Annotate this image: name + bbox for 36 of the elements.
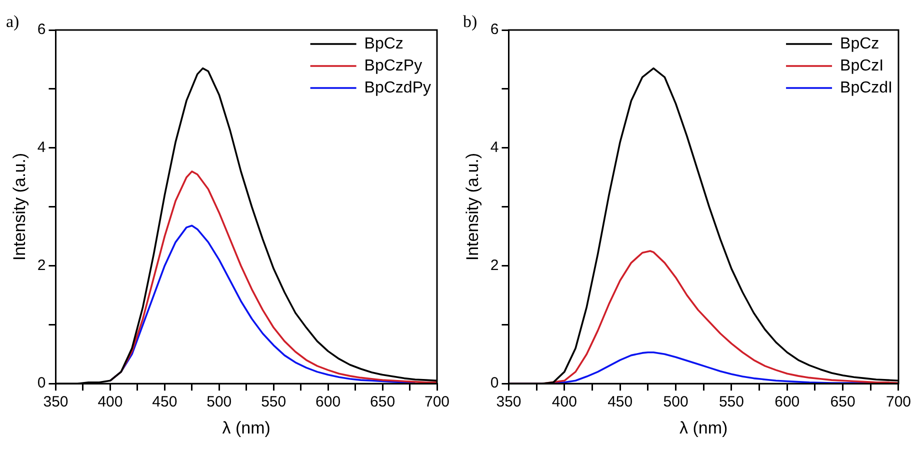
y-tick-label: 0 — [37, 374, 46, 392]
x-tick-label: 600 — [316, 394, 341, 411]
x-axis-title: λ (nm) — [222, 418, 270, 438]
y-tick-label: 6 — [37, 21, 46, 38]
x-tick-label: 700 — [886, 394, 911, 411]
y-tick-label: 2 — [490, 256, 499, 274]
x-tick-label: 500 — [663, 394, 688, 411]
y-axis-title: Intensity (a.u.) — [462, 152, 482, 261]
y-tick-label: 2 — [37, 256, 46, 274]
y-tick-label: 4 — [37, 139, 46, 156]
chart-title: a) — [6, 12, 20, 31]
x-tick-label: 550 — [261, 394, 286, 411]
y-tick-label: 0 — [490, 374, 499, 392]
x-tick-label: 550 — [718, 394, 744, 411]
x-tick-label: 400 — [552, 394, 577, 411]
y-tick-label: 4 — [490, 139, 499, 156]
x-tick-label: 600 — [774, 394, 800, 411]
legend-label: BpCzPy — [364, 57, 422, 74]
x-tick-label: 650 — [370, 394, 396, 411]
x-tick-label: 450 — [608, 394, 633, 411]
x-tick-label: 700 — [424, 394, 450, 411]
x-tick-label: 500 — [206, 394, 232, 411]
x-tick-label: 350 — [43, 394, 68, 411]
legend-label: BpCz — [840, 35, 880, 52]
x-tick-label: 400 — [98, 394, 123, 411]
legend-label: BpCzI — [840, 57, 884, 74]
legend-label: BpCz — [364, 35, 404, 52]
x-tick-label: 650 — [830, 394, 856, 411]
chart-title: b) — [463, 12, 478, 31]
y-tick-label: 6 — [490, 21, 499, 38]
x-tick-label: 350 — [496, 394, 522, 411]
x-tick-label: 450 — [152, 394, 178, 411]
legend-label: BpCzdI — [840, 79, 892, 96]
legend-label: BpCzdPy — [364, 79, 432, 96]
y-axis-title: Intensity (a.u.) — [10, 152, 29, 261]
x-axis-title: λ (nm) — [680, 418, 728, 438]
